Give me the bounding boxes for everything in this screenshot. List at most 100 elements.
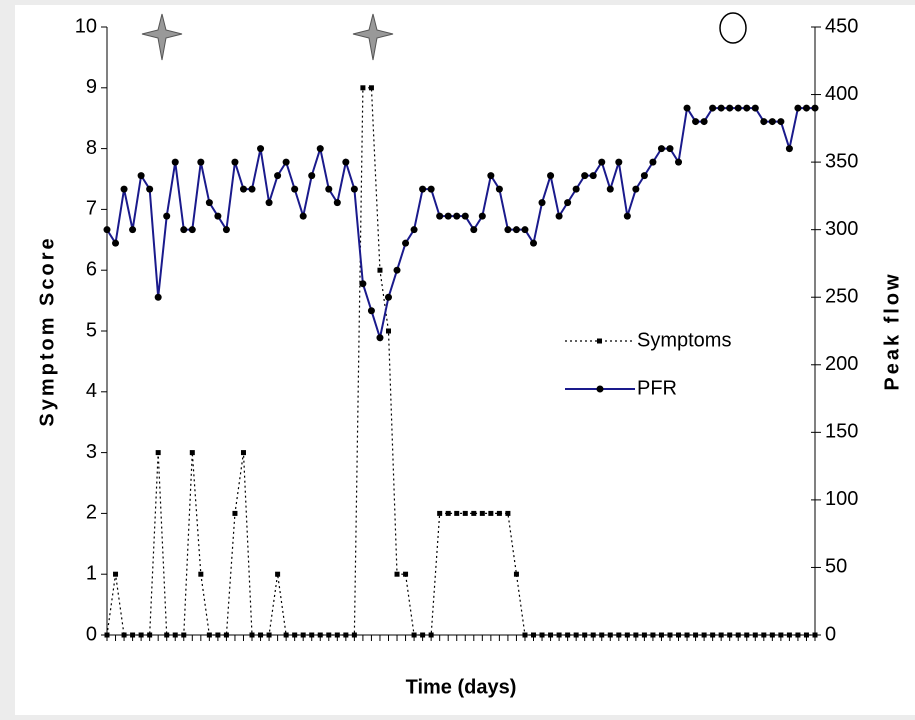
panel — [15, 5, 915, 715]
symptom-marker — [565, 632, 571, 638]
symptom-marker — [531, 632, 537, 638]
pfr-marker — [675, 158, 683, 166]
symptom-marker — [624, 632, 630, 638]
star-icon — [141, 13, 183, 61]
symptom-marker — [189, 450, 195, 456]
legend-marker — [597, 338, 602, 344]
symptom-marker — [744, 632, 750, 638]
y-tick-label: 8 — [86, 137, 97, 159]
symptom-marker — [300, 632, 306, 638]
pfr-marker — [717, 104, 725, 112]
y2-tick-label: 50 — [825, 556, 847, 578]
symptom-marker — [667, 632, 673, 638]
series-line — [106, 87, 815, 636]
pfr-marker — [811, 104, 819, 112]
pfr-marker — [478, 212, 486, 220]
pfr-marker — [589, 172, 597, 180]
symptom-marker — [462, 510, 468, 516]
pfr-marker — [794, 104, 802, 112]
y-tick-label: 6 — [86, 258, 97, 280]
pfr-marker — [427, 185, 435, 193]
symptom-marker — [232, 510, 238, 516]
pfr-marker — [572, 185, 580, 193]
symptom-marker — [309, 632, 315, 638]
pfr-marker — [137, 172, 145, 180]
symptom-marker — [445, 510, 451, 516]
pfr-marker — [444, 212, 452, 220]
symptom-marker — [326, 632, 332, 638]
y-tick-label: 2 — [86, 502, 97, 524]
symptom-marker — [155, 450, 161, 456]
symptom-marker — [616, 632, 622, 638]
pfr-marker — [171, 158, 179, 166]
y2-tick-label: 0 — [825, 623, 836, 645]
pfr-marker — [146, 185, 154, 193]
symptom-marker — [803, 632, 809, 638]
pfr-marker — [785, 145, 793, 153]
pfr-marker — [487, 172, 495, 180]
pfr-marker — [470, 226, 478, 234]
symptom-marker — [317, 632, 323, 638]
pfr-marker — [512, 226, 520, 234]
pfr-marker — [197, 158, 205, 166]
y-tick-label: 1 — [86, 562, 97, 584]
pfr-marker — [129, 226, 137, 234]
pfr-marker — [709, 104, 717, 112]
pfr-marker — [734, 104, 742, 112]
legend-label: Symptoms — [637, 329, 731, 351]
symptom-marker — [394, 571, 400, 577]
symptom-marker — [164, 632, 170, 638]
pfr-marker — [581, 172, 589, 180]
symptom-marker — [223, 632, 229, 638]
pfr-marker — [555, 212, 563, 220]
y2-tick-label: 250 — [825, 286, 858, 308]
symptom-marker — [676, 632, 682, 638]
symptom-marker — [385, 328, 391, 334]
pfr-marker — [640, 172, 648, 180]
y-tick-label: 5 — [86, 319, 97, 341]
pfr-marker — [802, 104, 810, 112]
pfr-marker — [299, 212, 307, 220]
pfr-marker — [342, 158, 350, 166]
pfr-marker — [325, 185, 333, 193]
pfr-marker — [657, 145, 665, 153]
pfr-marker — [751, 104, 759, 112]
symptom-marker — [505, 510, 511, 516]
symptom-marker — [761, 632, 767, 638]
pfr-marker — [308, 172, 316, 180]
y-tick-label: 0 — [86, 623, 97, 645]
pfr-marker — [367, 307, 375, 315]
y-tick-label: 3 — [86, 441, 97, 463]
symptom-marker — [258, 632, 264, 638]
pfr-marker — [393, 266, 401, 274]
symptom-marker — [735, 632, 741, 638]
pfr-marker — [180, 226, 188, 234]
circle-icon — [719, 12, 747, 44]
symptom-marker — [104, 632, 110, 638]
symptom-marker — [249, 632, 255, 638]
y2-tick-label: 350 — [825, 150, 858, 172]
symptom-marker — [130, 632, 136, 638]
symptom-marker — [590, 632, 596, 638]
pfr-marker — [188, 226, 196, 234]
symptom-marker — [411, 632, 417, 638]
symptom-marker — [437, 510, 443, 516]
y2-tick-label: 400 — [825, 83, 858, 105]
y2-axis-title: Peak flow — [881, 271, 903, 390]
symptom-marker — [215, 632, 221, 638]
symptom-marker — [138, 632, 144, 638]
pfr-marker — [410, 226, 418, 234]
pfr-marker — [239, 185, 247, 193]
star-icon — [352, 13, 394, 61]
pfr-marker — [692, 118, 700, 126]
pfr-marker — [376, 334, 384, 342]
y-tick-label: 7 — [86, 198, 97, 220]
symptom-marker — [343, 632, 349, 638]
pfr-marker — [521, 226, 529, 234]
symptom-marker — [292, 632, 298, 638]
pfr-marker — [768, 118, 776, 126]
pfr-marker — [316, 145, 324, 153]
pfr-marker — [504, 226, 512, 234]
symptom-marker — [607, 632, 613, 638]
